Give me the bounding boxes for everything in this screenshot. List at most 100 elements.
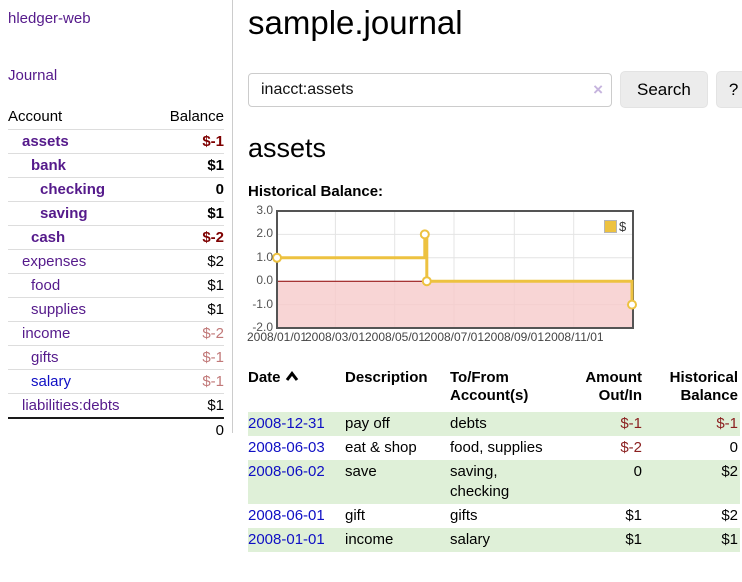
account-row: supplies $1 bbox=[8, 297, 224, 322]
register-accounts: salary bbox=[450, 531, 491, 548]
app-title-link[interactable]: hledger-web bbox=[8, 10, 91, 27]
y-axis-tick: -2.0 bbox=[252, 320, 273, 334]
accounts-table: Account Balance assets $-1 bank $1 checking 0… bbox=[8, 105, 224, 442]
sidebar-item-journal[interactable]: Journal bbox=[8, 67, 58, 84]
search-button[interactable]: Search bbox=[620, 71, 708, 108]
legend-label: $ bbox=[619, 219, 627, 234]
x-axis-tick: 2008/01/01 bbox=[246, 330, 308, 344]
register-row: 2008-06-03 eat & shop food, supplies $-2 0 bbox=[248, 436, 740, 460]
y-axis-tick: -1.0 bbox=[252, 297, 273, 311]
chart-canvas bbox=[272, 210, 637, 329]
main-content: sample.journal × Search ? assets Histori… bbox=[247, 0, 742, 552]
x-axis-tick: 2008/11/01 bbox=[544, 330, 604, 344]
description-column-header: Description bbox=[345, 369, 428, 386]
y-axis-tick: 1.0 bbox=[256, 250, 273, 264]
date-column-header[interactable]: Date bbox=[248, 369, 345, 412]
account-row: bank $1 bbox=[8, 153, 224, 178]
balance-column-header: Balance bbox=[169, 108, 224, 125]
accounts-total-row: 0 bbox=[8, 417, 224, 442]
register-balance: 0 bbox=[729, 439, 738, 456]
register-balance: $-1 bbox=[716, 415, 738, 432]
sidebar: hledger-web Journal Account Balance asse… bbox=[0, 0, 233, 442]
account-row: income $-2 bbox=[8, 321, 224, 346]
y-axis-tick: 3.0 bbox=[256, 203, 273, 217]
account-link[interactable]: liabilities:debts bbox=[22, 397, 120, 414]
y-axis-tick: 2.0 bbox=[256, 226, 273, 240]
register-accounts: debts bbox=[450, 415, 487, 432]
account-link[interactable]: gifts bbox=[31, 349, 59, 366]
account-balance: $1 bbox=[153, 297, 224, 322]
register-date-link[interactable]: 2008-12-31 bbox=[248, 415, 325, 432]
register-row: 2008-12-31 pay off debts $-1 $-1 bbox=[248, 412, 740, 436]
register-table: Date Description To/From Account(s) Amou… bbox=[248, 369, 740, 552]
x-axis-tick: 2008/09/01 bbox=[483, 330, 545, 344]
register-accounts: saving, checking bbox=[450, 463, 510, 500]
legend-swatch-icon bbox=[604, 220, 617, 233]
register-balance: $1 bbox=[721, 531, 738, 548]
register-row: 2008-06-01 gift gifts $1 $2 bbox=[248, 504, 740, 528]
account-row: checking 0 bbox=[8, 177, 224, 202]
account-row: liabilities:debts $1 bbox=[8, 393, 224, 418]
register-row: 2008-01-01 income salary $1 $1 bbox=[248, 528, 740, 552]
account-link[interactable]: expenses bbox=[22, 253, 87, 270]
register-description: save bbox=[345, 463, 377, 480]
account-link[interactable]: saving bbox=[40, 205, 88, 222]
register-amount: 0 bbox=[633, 463, 642, 480]
account-link[interactable]: checking bbox=[40, 181, 106, 198]
search-box: × bbox=[248, 72, 612, 107]
register-amount: $1 bbox=[625, 507, 642, 524]
register-date-link[interactable]: 2008-06-01 bbox=[248, 507, 325, 524]
account-link[interactable]: food bbox=[31, 277, 61, 294]
x-axis-tick: 2008/05/01 bbox=[364, 330, 426, 344]
register-amount: $-1 bbox=[620, 415, 642, 432]
account-row: food $1 bbox=[8, 273, 224, 298]
account-column-header: Account bbox=[8, 108, 63, 125]
account-balance: $-2 bbox=[153, 321, 224, 346]
account-balance: $-2 bbox=[153, 225, 224, 250]
register-description: eat & shop bbox=[345, 439, 417, 456]
register-header-row: Date Description To/From Account(s) Amou… bbox=[248, 369, 740, 412]
register-accounts: gifts bbox=[450, 507, 478, 524]
register-row: 2008-06-02 save saving, checking 0 $2 bbox=[248, 460, 740, 504]
account-row: saving $1 bbox=[8, 201, 224, 226]
register-date-link[interactable]: 2008-06-02 bbox=[248, 463, 325, 480]
account-link[interactable]: supplies bbox=[31, 301, 87, 318]
account-row: cash $-2 bbox=[8, 225, 224, 250]
register-amount: $-2 bbox=[620, 439, 642, 456]
help-button[interactable]: ? bbox=[715, 71, 742, 108]
register-balance: $2 bbox=[721, 507, 738, 524]
register-amount: $1 bbox=[625, 531, 642, 548]
register-balance: $2 bbox=[721, 463, 738, 480]
balance-column-header-main: Historical Balance bbox=[669, 369, 738, 404]
search-row: × Search ? bbox=[248, 71, 742, 108]
y-axis-tick: 0.0 bbox=[256, 273, 273, 287]
register-date-link[interactable]: 2008-06-03 bbox=[248, 439, 325, 456]
register-date-link[interactable]: 2008-01-01 bbox=[248, 531, 325, 548]
account-row: expenses $2 bbox=[8, 249, 224, 274]
account-balance: $-1 bbox=[153, 129, 224, 154]
accounts-total-value: 0 bbox=[153, 417, 224, 442]
clear-search-icon[interactable]: × bbox=[593, 79, 603, 99]
page-title: sample.journal bbox=[248, 4, 463, 41]
account-link[interactable]: cash bbox=[31, 229, 66, 246]
accounts-total-spacer bbox=[8, 417, 154, 442]
account-balance: 0 bbox=[153, 177, 224, 202]
account-balance: $1 bbox=[153, 273, 224, 298]
account-balance: $1 bbox=[153, 153, 224, 178]
account-row: salary $-1 bbox=[8, 369, 224, 394]
search-input[interactable] bbox=[248, 72, 612, 107]
chart-label: Historical Balance: bbox=[248, 183, 384, 200]
register-description: income bbox=[345, 531, 394, 548]
account-link[interactable]: assets bbox=[22, 133, 69, 150]
register-accounts: food, supplies bbox=[450, 439, 543, 456]
amount-column-header: Amount Out/In bbox=[585, 369, 642, 404]
sort-ascending-icon bbox=[285, 369, 299, 386]
account-link[interactable]: salary bbox=[31, 373, 72, 390]
account-link[interactable]: income bbox=[22, 325, 71, 342]
account-title: assets bbox=[248, 133, 327, 163]
account-link[interactable]: bank bbox=[31, 157, 67, 174]
account-row: gifts $-1 bbox=[8, 345, 224, 370]
accounts-table-header: Account Balance bbox=[8, 105, 224, 130]
x-axis-tick: 2008/07/01 bbox=[423, 330, 485, 344]
historical-balance-chart: 3.0 2.0 1.0 0.0 -1.0 -2.0 2008/01/01 2008/03/01… bbox=[247, 203, 640, 349]
